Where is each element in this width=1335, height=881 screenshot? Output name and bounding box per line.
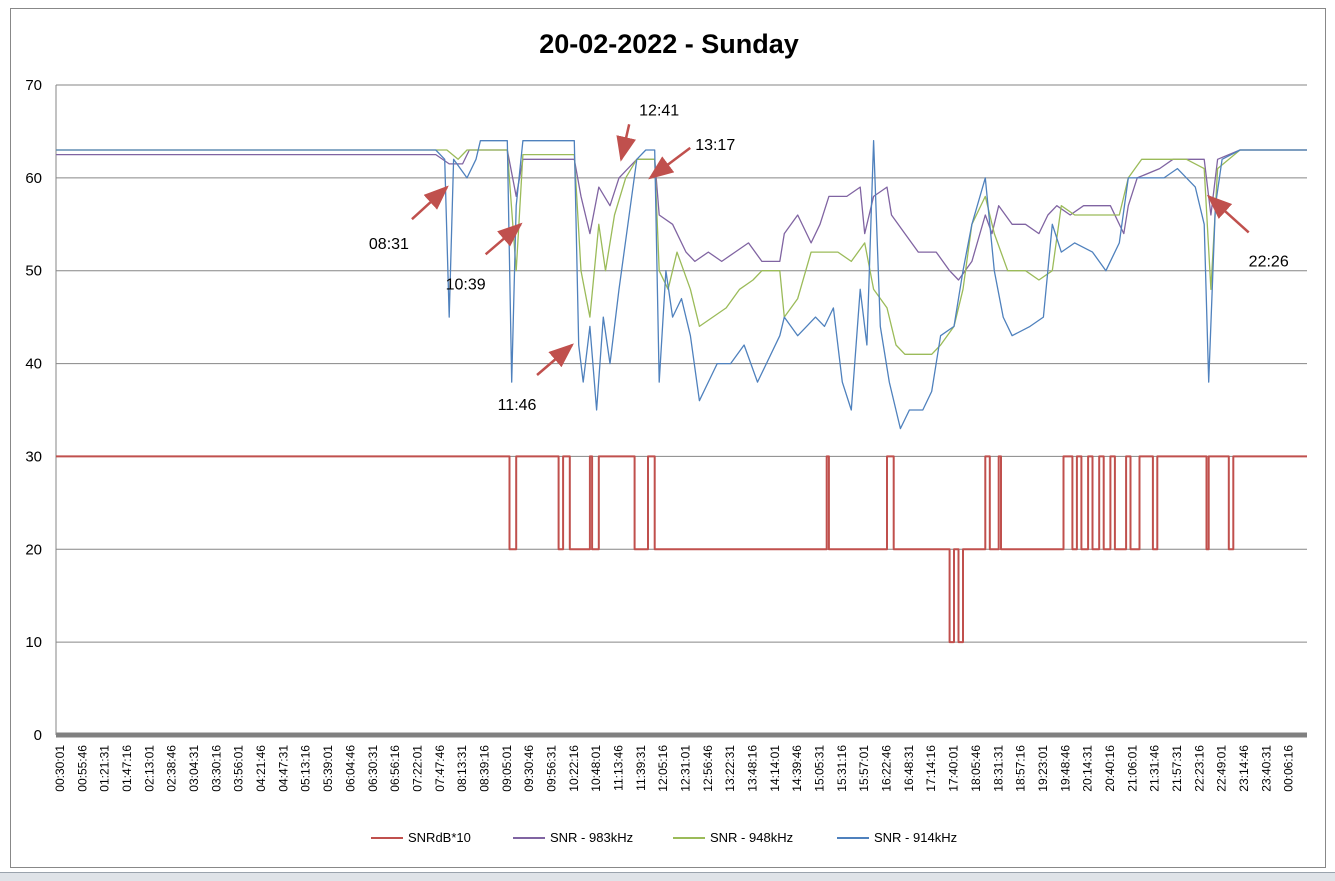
x-tick-label: 03:30:16 (209, 745, 223, 792)
x-tick-label: 22:49:01 (1215, 745, 1229, 792)
series-line-0 (56, 455, 1307, 644)
series-line-3 (56, 140, 1307, 430)
y-tick-label: 30 (25, 448, 42, 465)
series-line-1 (56, 149, 1307, 281)
x-tick-label: 02:13:01 (142, 745, 156, 792)
x-tick-label: 23:14:46 (1237, 745, 1251, 792)
x-tick-label: 06:56:16 (388, 745, 402, 792)
series-line-2 (56, 149, 1307, 355)
x-tick-label: 00:30:01 (53, 745, 67, 792)
x-tick-label: 14:14:01 (768, 745, 782, 792)
x-tick-label: 03:04:31 (187, 745, 201, 792)
x-tick-label: 23:40:31 (1259, 745, 1273, 792)
x-tick-label: 14:39:46 (790, 745, 804, 792)
x-tick-label: 21:31:46 (1148, 745, 1162, 792)
x-tick-label: 17:14:16 (924, 745, 938, 792)
x-tick-label: 20:40:16 (1103, 745, 1117, 792)
x-tick-label: 06:04:46 (343, 745, 357, 792)
y-tick-label: 70 (25, 77, 42, 94)
annotation-label: 10:39 (446, 276, 486, 293)
x-tick-label: 22:23:16 (1192, 745, 1206, 792)
annotation-layer: 08:31 10:39 11:46 12:41 13:17 22:26 (369, 102, 1289, 414)
chart-title: 20-02-2022 - Sunday (539, 29, 799, 59)
y-tick-label: 20 (25, 541, 42, 558)
x-tick-label: 12:05:16 (656, 745, 670, 792)
x-tick-label: 18:31:31 (991, 745, 1005, 792)
legend-label: SNR - 983kHz (550, 830, 633, 845)
x-tick-label: 04:47:31 (276, 745, 290, 792)
x-tick-label: 16:48:31 (902, 745, 916, 792)
x-tick-label: 03:56:01 (232, 745, 246, 792)
annotation-arrow (411, 185, 449, 221)
x-tick-label: 19:48:46 (1058, 745, 1072, 792)
x-tick-label: 13:48:16 (746, 745, 760, 792)
x-tick-label: 10:22:16 (567, 745, 581, 792)
annotation-label: 12:41 (639, 102, 679, 119)
annotation-label: 11:46 (498, 397, 537, 414)
annotation-arrow (616, 124, 636, 162)
x-tick-label: 09:05:01 (500, 745, 514, 792)
x-tick-label: 13:22:31 (723, 745, 737, 792)
x-tick-label: 04:21:46 (254, 745, 268, 792)
x-tick-label: 12:31:01 (679, 745, 693, 792)
x-tick-label: 00:06:16 (1282, 745, 1296, 792)
y-tick-label: 10 (25, 634, 42, 651)
annotation-label: 22:26 (1249, 253, 1289, 270)
legend: SNRdB*10 SNR - 983kHz SNR - 948kHz SNR - 91… (371, 830, 957, 845)
x-tick-label: 08:13:31 (455, 745, 469, 792)
x-tick-label: 05:39:01 (321, 745, 335, 792)
x-axis-ticks: 00:30:01 00:55:46 01:21:31 01:47:16 02:13:01… (53, 745, 1296, 792)
x-tick-label: 06:30:31 (366, 745, 380, 792)
x-tick-label: 02:38:46 (165, 745, 179, 792)
x-tick-label: 11:13:46 (611, 745, 625, 791)
chart-svg: 20-02-2022 - Sunday 0 10 20 30 40 50 60 70 00:3… (25, 29, 1307, 845)
x-tick-label: 00:55:46 (75, 745, 89, 792)
annotation-arrow (484, 222, 523, 256)
x-tick-label: 05:13:16 (299, 745, 313, 792)
x-tick-label: 10:48:01 (589, 745, 603, 792)
y-tick-label: 40 (25, 356, 42, 373)
annotation-arrow (648, 146, 691, 180)
x-tick-label: 01:21:31 (98, 745, 112, 792)
annotation-arrow (536, 343, 574, 376)
x-tick-label: 01:47:16 (120, 745, 134, 792)
annotation-label: 13:17 (695, 137, 735, 154)
sheet-tab-bar[interactable] (0, 872, 1335, 881)
x-tick-label: 16:22:46 (880, 745, 894, 792)
x-tick-label: 21:06:01 (1125, 745, 1139, 792)
x-tick-label: 09:56:31 (544, 745, 558, 792)
legend-label: SNR - 914kHz (874, 830, 957, 845)
y-tick-label: 50 (25, 263, 42, 280)
x-tick-label: 20:14:31 (1081, 745, 1095, 792)
series-layer (56, 140, 1307, 644)
y-tick-label: 0 (34, 727, 42, 744)
y-axis-ticks: 0 10 20 30 40 50 60 70 (25, 77, 42, 744)
x-tick-label: 18:57:16 (1014, 745, 1028, 792)
x-tick-label: 07:47:46 (433, 745, 447, 792)
x-tick-label: 21:57:31 (1170, 745, 1184, 792)
chart-frame: 20-02-2022 - Sunday 0 10 20 30 40 50 60 70 00:3… (10, 8, 1326, 868)
grid-layer (55, 84, 1307, 738)
y-tick-label: 60 (25, 170, 42, 187)
x-tick-label: 19:23:01 (1036, 745, 1050, 792)
x-tick-label: 15:57:01 (857, 745, 871, 792)
legend-label: SNRdB*10 (408, 830, 471, 845)
x-tick-label: 12:56:46 (701, 745, 715, 792)
x-tick-label: 09:30:46 (522, 745, 536, 792)
annotation-arrow (1206, 194, 1250, 234)
x-tick-label: 07:22:01 (410, 745, 424, 792)
legend-label: SNR - 948kHz (710, 830, 793, 845)
x-tick-label: 15:31:16 (835, 745, 849, 792)
x-tick-label: 11:39:31 (634, 745, 648, 791)
annotation-label: 08:31 (369, 236, 409, 253)
x-tick-label: 15:05:31 (813, 745, 827, 792)
x-tick-label: 08:39:16 (477, 745, 491, 792)
x-tick-label: 17:40:01 (947, 745, 961, 792)
x-tick-label: 18:05:46 (969, 745, 983, 792)
